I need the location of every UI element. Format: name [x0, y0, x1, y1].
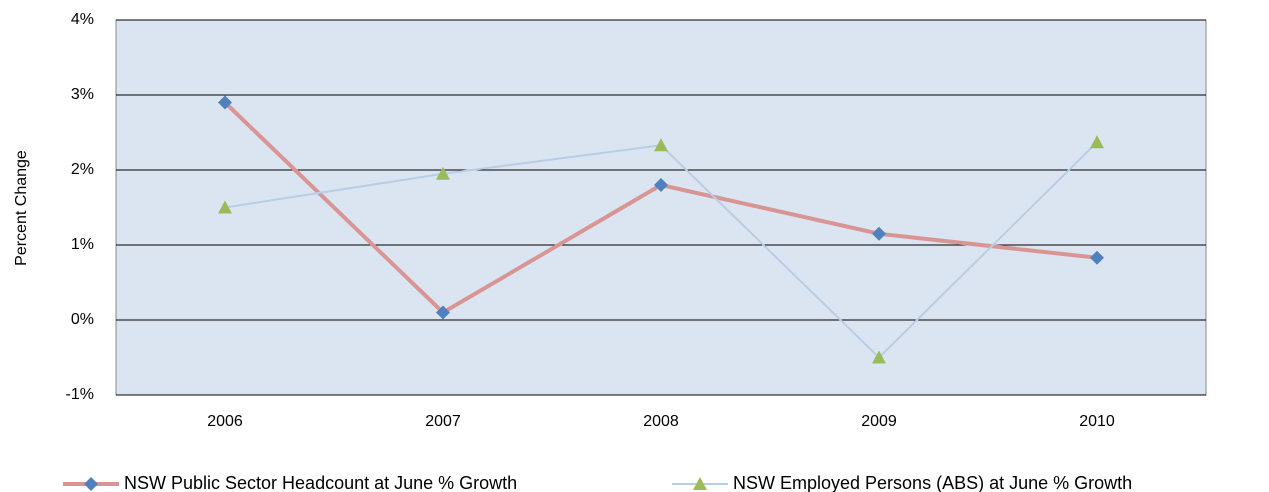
x-tick-label: 2010: [1079, 413, 1115, 430]
x-tick-label: 2008: [643, 413, 679, 430]
legend-marker: [84, 477, 98, 491]
y-tick-label: 0%: [71, 311, 94, 328]
data-point: [872, 350, 886, 364]
x-tick-label: 2009: [861, 413, 897, 430]
legend-text: NSW Public Sector Headcount at June % Gr…: [124, 473, 517, 492]
data-point: [654, 178, 668, 192]
y-tick-label: 4%: [71, 11, 94, 28]
data-point: [654, 138, 668, 152]
y-tick-label: 3%: [71, 86, 94, 103]
y-tick-label: 1%: [71, 236, 94, 253]
data-point: [218, 200, 232, 214]
y-tick-label: -1%: [66, 386, 94, 403]
x-tick-label: 2006: [207, 413, 243, 430]
data-point: [1090, 135, 1104, 149]
data-point: [872, 226, 886, 241]
data-point: [218, 95, 232, 110]
legend-text: NSW Employed Persons (ABS) at June % Gro…: [733, 473, 1132, 492]
data-point: [1090, 250, 1104, 265]
legend-marker: [693, 477, 707, 490]
x-tick-label: 2007: [425, 413, 461, 430]
data-point: [436, 166, 450, 180]
data-point: [436, 305, 450, 320]
y-axis-label: Percent Change: [13, 150, 30, 266]
plot-area: [115, 19, 1207, 396]
y-tick-label: 2%: [71, 161, 94, 178]
